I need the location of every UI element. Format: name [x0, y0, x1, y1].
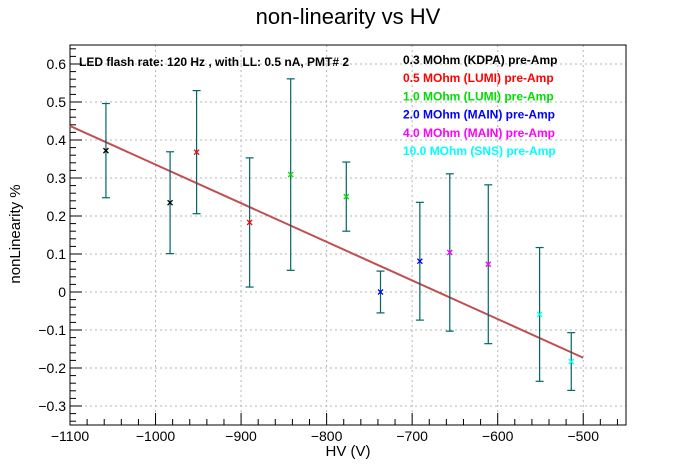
data-point-stroke [536, 311, 543, 318]
x-tick-label: −1000 [136, 428, 176, 444]
legend-entry: 4.0 MOhm (MAIN) pre-Amp [403, 126, 555, 140]
data-point [167, 199, 174, 206]
data-point [246, 219, 253, 226]
y-tick-label: 0.3 [47, 170, 67, 186]
x-tick-label: −1100 [51, 428, 89, 444]
axis-ticks: −1100 −1000 −900 −800 −700 −600 −500 −0.3 −0.2 −0… [38, 48, 618, 444]
data-point-stroke [568, 358, 575, 365]
grid-lines [69, 45, 626, 425]
data-point [102, 147, 109, 154]
y-tick-label: 0.6 [47, 56, 67, 72]
x-tick-label: −900 [225, 428, 257, 444]
data-points [102, 147, 575, 365]
y-tick-label: 0.2 [47, 208, 67, 224]
chart-title: non-linearity vs HV [256, 4, 441, 29]
x-tick-label: −500 [567, 428, 599, 444]
legend-entry: 0.5 MOhm (LUMI) pre-Amp [403, 71, 554, 85]
plot-frame [69, 44, 627, 426]
data-point-stroke [102, 147, 109, 154]
data-point-stroke [485, 261, 492, 268]
data-point [446, 249, 453, 256]
data-point [416, 258, 423, 265]
y-tick-label: 0.1 [47, 246, 67, 262]
legend-entry: 10.0 MOhm (SNS) pre-Amp [403, 144, 556, 158]
data-point [343, 193, 350, 200]
data-point [568, 358, 575, 365]
legend: 0.3 MOhm (KDPA) pre-Amp 0.5 MOhm (LUMI) p… [403, 53, 557, 158]
data-point [485, 261, 492, 268]
data-point-stroke [193, 149, 200, 156]
y-tick-label: −0.3 [38, 398, 66, 414]
data-point [287, 171, 294, 178]
data-point-stroke [446, 249, 453, 256]
y-tick-label: 0 [58, 284, 66, 300]
y-axis-label: nonLinearity % [7, 184, 24, 283]
y-tick-label: −0.1 [38, 322, 66, 338]
data-point [377, 289, 384, 295]
y-tick-label: 0.5 [47, 94, 67, 110]
fit-line-group [69, 125, 584, 359]
data-point-stroke [246, 219, 253, 226]
x-axis-label: HV (V) [326, 443, 371, 460]
legend-entry: 1.0 MOhm (LUMI) pre-Amp [403, 89, 554, 103]
x-tick-label: −800 [311, 428, 343, 444]
run-annotation: LED flash rate: 120 Hz , with LL: 0.5 nA… [79, 55, 349, 69]
data-point-stroke [416, 258, 423, 265]
data-point-stroke [287, 171, 294, 178]
y-tick-label: −0.2 [38, 360, 66, 376]
fit-line [69, 125, 584, 359]
data-point-stroke [167, 199, 174, 206]
data-point-stroke [377, 289, 384, 295]
x-tick-label: −700 [396, 428, 428, 444]
data-point-stroke [343, 193, 350, 200]
data-point [193, 149, 200, 156]
x-tick-label: −600 [482, 428, 514, 444]
legend-entry: 0.3 MOhm (KDPA) pre-Amp [403, 53, 557, 67]
legend-entry: 2.0 MOhm (MAIN) pre-Amp [403, 108, 555, 122]
y-tick-label: 0.4 [47, 132, 67, 148]
data-point [536, 311, 543, 318]
